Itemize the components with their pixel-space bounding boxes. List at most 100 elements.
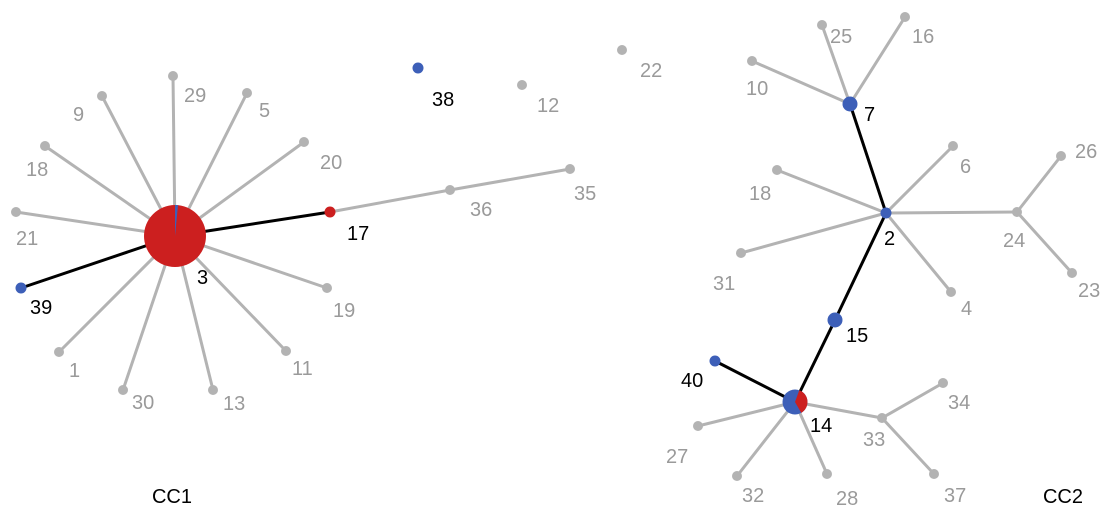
node-18b	[772, 165, 782, 175]
node-28	[822, 469, 832, 479]
node-18	[40, 141, 50, 151]
node-label-20: 20	[320, 152, 342, 174]
node-19	[322, 283, 332, 293]
node-label-39: 39	[30, 297, 52, 319]
component-label-cc2: CC2	[1043, 486, 1083, 507]
node-label-30: 30	[132, 392, 154, 414]
node-30	[118, 385, 128, 395]
node-33	[877, 413, 887, 423]
node-label-40: 40	[681, 370, 703, 392]
edge-15-14	[793, 318, 837, 404]
node-label-33: 33	[863, 429, 885, 451]
node-label-16: 16	[912, 26, 934, 48]
node-23	[1067, 268, 1077, 278]
edge-7-10	[750, 59, 852, 106]
node-label-35: 35	[574, 183, 596, 205]
node-32	[732, 471, 742, 481]
node-5	[242, 88, 252, 98]
node-24	[1012, 207, 1022, 217]
node-label-13: 13	[223, 393, 245, 415]
node-11	[281, 346, 291, 356]
component-label-cc1: CC1	[152, 486, 192, 507]
node-29	[168, 71, 178, 81]
node-label-3: 3	[197, 267, 208, 289]
node-40	[709, 355, 721, 367]
edge-2-24	[884, 210, 1019, 215]
node-label-27: 27	[666, 446, 688, 468]
node-1	[54, 347, 64, 357]
node-7	[842, 96, 858, 112]
node-16	[900, 12, 910, 22]
edge-33-37	[880, 416, 936, 476]
node-17	[324, 206, 336, 218]
node-35	[565, 164, 575, 174]
node-label-28: 28	[836, 488, 858, 507]
node-15	[827, 312, 843, 328]
node-label-24: 24	[1003, 230, 1025, 252]
node-label-7: 7	[864, 104, 875, 126]
node-6	[948, 141, 958, 151]
node-26	[1056, 151, 1066, 161]
node-3	[144, 205, 206, 267]
node-label-37: 37	[944, 485, 966, 507]
edge-14-32	[735, 400, 797, 478]
node-12	[517, 80, 527, 90]
node-label-34: 34	[948, 392, 970, 414]
node-label-11: 11	[292, 358, 313, 380]
node-2	[880, 207, 892, 219]
node-label-18: 18	[26, 159, 48, 181]
edge-2-18b	[775, 168, 888, 215]
node-label-4: 4	[961, 298, 972, 320]
edge-7-16	[848, 15, 907, 106]
edge-14-28	[793, 400, 829, 476]
node-label-6: 6	[960, 156, 971, 178]
node-label-5: 5	[259, 100, 270, 122]
node-label-10: 10	[746, 78, 768, 100]
edge-2-31	[739, 211, 888, 255]
node-37	[929, 469, 939, 479]
node-9	[97, 91, 107, 101]
node-31	[736, 248, 746, 258]
node-39	[15, 282, 27, 294]
node-36	[445, 185, 455, 195]
edge-14-40	[713, 359, 797, 404]
node-label-31: 31	[713, 273, 735, 295]
node-label-2: 2	[884, 228, 895, 250]
edge-7-2	[848, 102, 888, 215]
node-27	[693, 421, 703, 431]
edge-14-27	[696, 400, 797, 428]
node-label-26: 26	[1075, 141, 1097, 163]
edge-17-36	[328, 188, 452, 214]
edge-24-26	[1015, 154, 1063, 214]
node-label-18b: 18	[749, 183, 771, 205]
node-25	[817, 20, 827, 30]
edge-36-35	[448, 167, 572, 192]
node-34	[938, 378, 948, 388]
node-label-32: 32	[742, 485, 764, 507]
nodes-layer	[11, 12, 1077, 481]
node-label-29: 29	[184, 85, 206, 107]
node-4	[946, 287, 956, 297]
node-10	[747, 56, 757, 66]
node-13	[208, 385, 218, 395]
node-label-15: 15	[846, 325, 868, 347]
node-label-38: 38	[432, 89, 454, 111]
edge-14-33	[793, 400, 884, 420]
node-label-17: 17	[347, 223, 369, 245]
node-label-25: 25	[830, 26, 852, 48]
node-label-22: 22	[640, 60, 662, 82]
node-label-23: 23	[1078, 280, 1100, 302]
edge-2-15	[833, 211, 888, 322]
node-22	[617, 45, 627, 55]
edge-2-6	[884, 144, 955, 215]
node-label-9: 9	[73, 104, 84, 126]
node-label-1: 1	[69, 360, 80, 382]
node-label-12: 12	[537, 95, 559, 117]
edge-33-34	[880, 381, 945, 420]
node-21	[11, 207, 21, 217]
node-label-21: 21	[16, 228, 38, 250]
node-label-14: 14	[810, 415, 832, 437]
node-label-36: 36	[470, 199, 492, 221]
